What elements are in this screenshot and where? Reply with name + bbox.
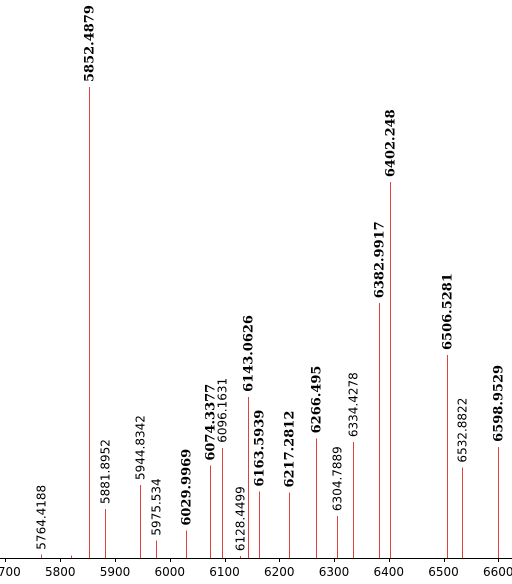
x-tick-label: 6000 bbox=[154, 565, 185, 579]
peak-label: 5975.534 bbox=[150, 478, 164, 535]
peak-label: 6304.7889 bbox=[331, 446, 345, 511]
x-tick-label: 5900 bbox=[100, 565, 131, 579]
peak-stems bbox=[41, 87, 499, 558]
peak-label: 6128.4499 bbox=[234, 486, 248, 551]
peak-label: 6532.8822 bbox=[456, 398, 470, 463]
x-tick-label: 6400 bbox=[374, 565, 405, 579]
peak-label: 5764.4188 bbox=[35, 485, 49, 550]
peak-label: 6029.9969 bbox=[180, 449, 195, 526]
x-tick-label: 6300 bbox=[319, 565, 350, 579]
x-tick-label: 6200 bbox=[264, 565, 295, 579]
peak-label: 5944.8342 bbox=[134, 415, 148, 480]
peak-label: 6334.4278 bbox=[347, 372, 361, 437]
peak-label: 6217.2812 bbox=[283, 411, 298, 488]
peak-label: 6074.3377 bbox=[204, 384, 219, 461]
peak-label: 6163.5939 bbox=[253, 410, 268, 487]
peak-label: 6382.9917 bbox=[373, 221, 388, 298]
x-tick-label: 5700 bbox=[0, 565, 21, 579]
peak-label: 6096.1631 bbox=[216, 378, 230, 443]
peak-label: 6598.9529 bbox=[492, 365, 507, 442]
x-tick-label: 6600 bbox=[483, 565, 512, 579]
x-tick-label: 6500 bbox=[428, 565, 459, 579]
x-axis-ticks: 5700 5800 5900 6000 6100 6200 6300 6400 6500 6600 bbox=[0, 558, 512, 579]
x-tick-label: 6100 bbox=[209, 565, 240, 579]
peak-label: 6506.5281 bbox=[441, 273, 456, 350]
peak-label: 6143.0626 bbox=[242, 315, 257, 392]
x-tick-label: 5800 bbox=[45, 565, 76, 579]
peak-label: 6402.248 bbox=[384, 109, 399, 177]
peak-label: 5852.4879 bbox=[83, 5, 98, 82]
peak-label: 5881.8952 bbox=[99, 439, 113, 504]
peak-labels: 5764.4188 5852.4879 5881.8952 5944.83425975… bbox=[35, 5, 507, 551]
peak-label: 6266.495 bbox=[310, 366, 325, 434]
